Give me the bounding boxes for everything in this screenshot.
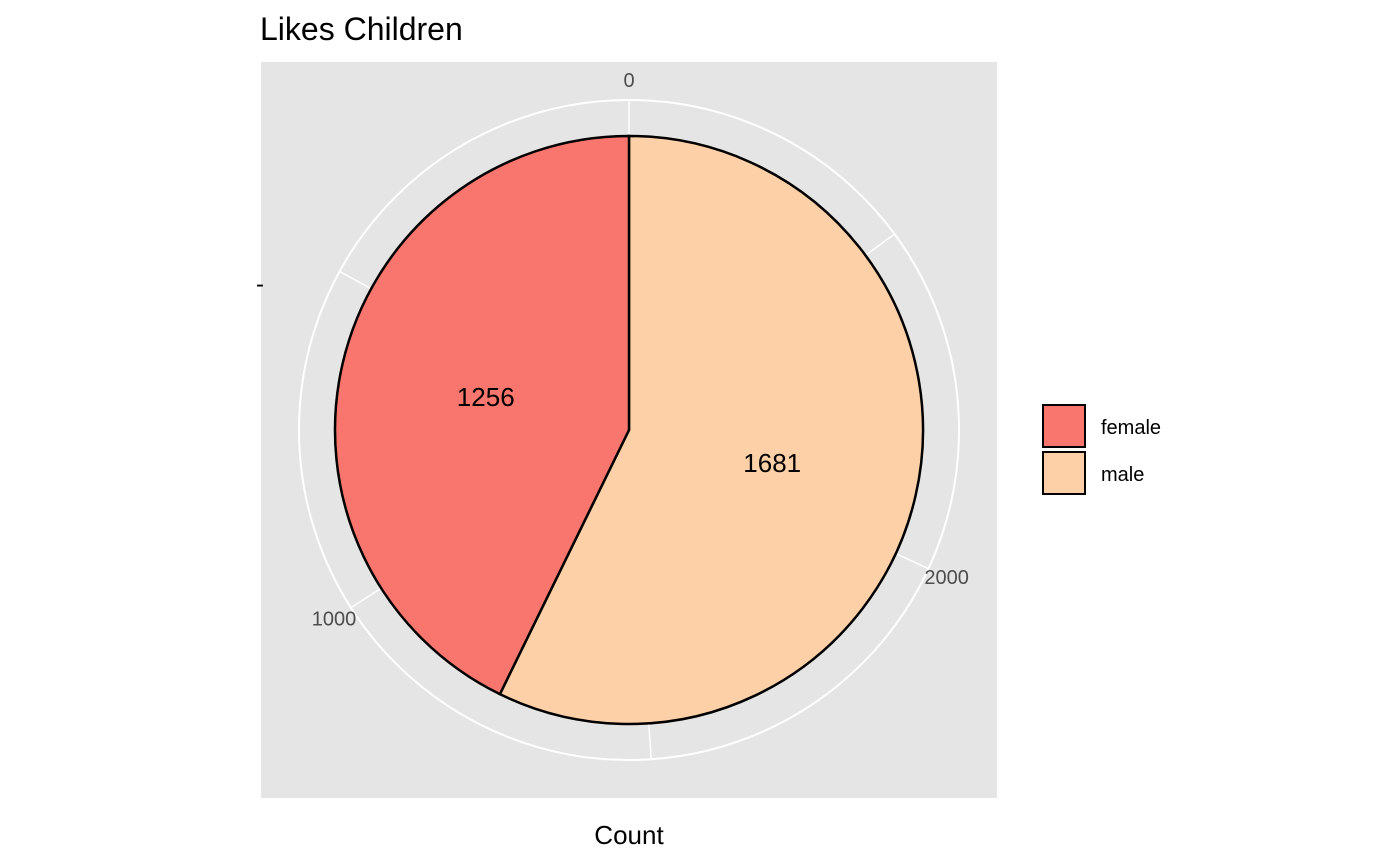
legend: female male bbox=[1042, 404, 1161, 495]
pie-slice-female bbox=[333, 134, 631, 696]
grid-spoke bbox=[648, 723, 652, 760]
legend-key-female bbox=[1042, 404, 1086, 448]
polar-grid bbox=[298, 99, 960, 761]
grid-spoke bbox=[865, 233, 895, 256]
pie-slice-male bbox=[498, 134, 925, 726]
angular-tick-label: 1000 bbox=[312, 608, 357, 630]
grid-spoke bbox=[339, 270, 372, 290]
x-axis-title: Count bbox=[594, 820, 664, 850]
pie-slices bbox=[333, 134, 925, 726]
slice-value-label-female: 1256 bbox=[457, 382, 515, 412]
slice-value-label-male: 1681 bbox=[743, 448, 801, 478]
slice-labels: 1681 1256 bbox=[457, 382, 801, 478]
legend-label-male: male bbox=[1101, 464, 1144, 486]
chart-title: Likes Children bbox=[260, 11, 463, 47]
legend-key-male bbox=[1042, 451, 1086, 495]
grid-spoke bbox=[350, 587, 382, 609]
angular-tick-label: 0 bbox=[623, 70, 634, 92]
angular-tick-labels: 0 1000 2000 bbox=[312, 70, 969, 630]
angular-tick-label: 2000 bbox=[924, 567, 969, 589]
legend-label-female: female bbox=[1101, 417, 1161, 439]
y-axis-tick-label: - bbox=[256, 271, 264, 298]
grid-spoke bbox=[895, 552, 929, 570]
